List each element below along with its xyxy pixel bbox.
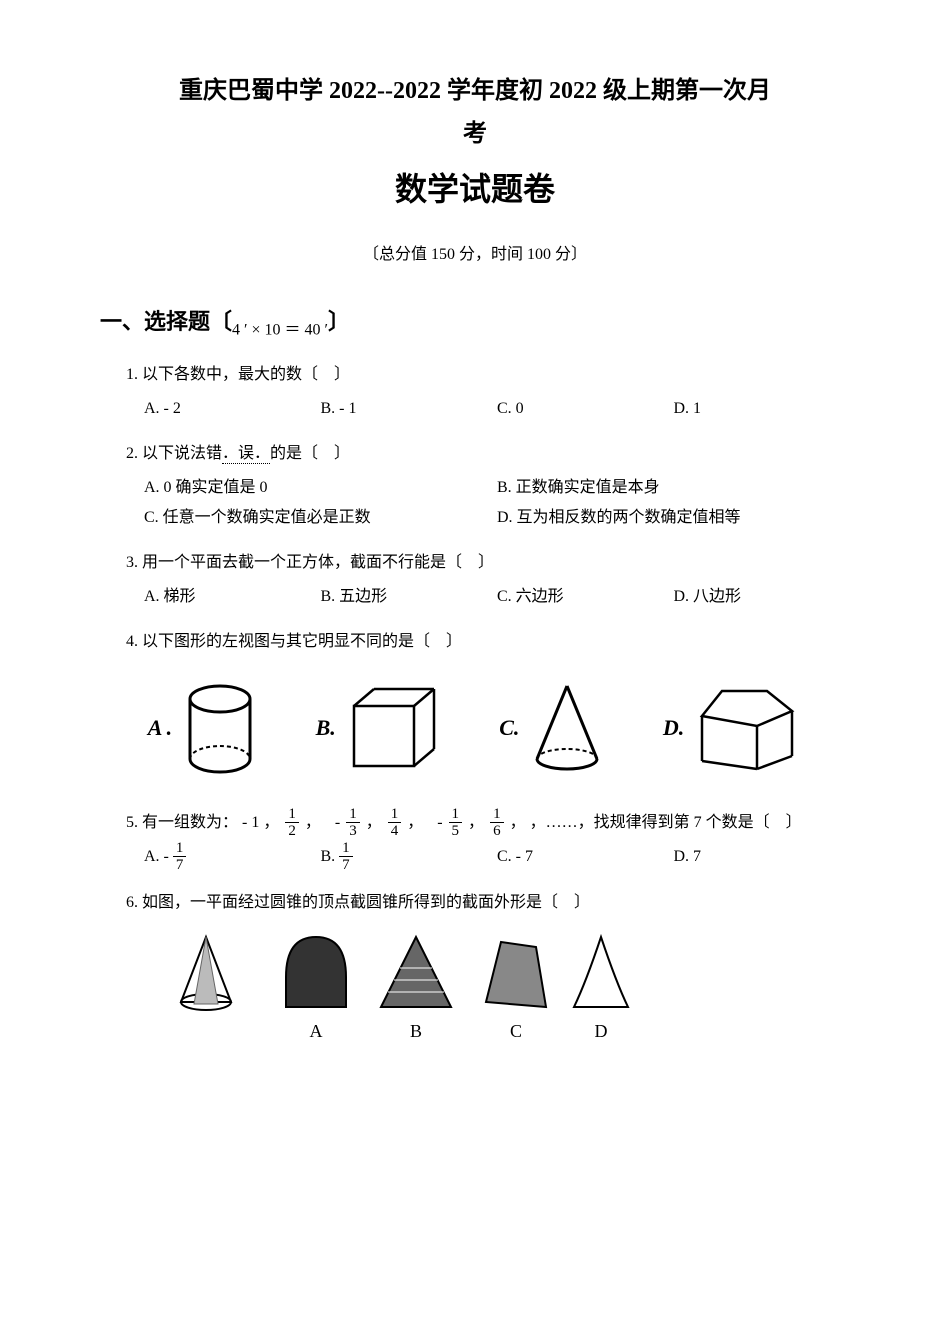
section-label: 一、选择题〔 <box>100 309 232 334</box>
exam-title: 重庆巴蜀中学 2022--2022 学年度初 2022 级上期第一次月 考 <box>100 70 850 156</box>
q3-option-d: D. 八边形 <box>674 582 851 612</box>
question-2: 2. 以下说法错．误．的是〔 〕 A. 0 确实定值是 0 B. 正数确实定值是… <box>100 439 850 534</box>
q2-option-b: B. 正数确实定值是本身 <box>497 473 850 503</box>
fraction-1-5: 15 <box>449 806 463 840</box>
q3-option-a: A. 梯形 <box>144 582 321 612</box>
question-2-options: A. 0 确实定值是 0 B. 正数确实定值是本身 C. 任意一个数确实定值必是… <box>126 473 850 534</box>
fraction-1-6: 16 <box>490 806 504 840</box>
q5-option-d: D. 7 <box>674 842 851 872</box>
q4-figure-d: D. <box>663 681 802 776</box>
prism-icon <box>692 681 802 776</box>
section-formula: 4 ′ × 10 ＝ 40 ′ <box>232 322 328 339</box>
q4-figure-b: B. <box>316 681 444 776</box>
q1-option-b: B. - 1 <box>321 394 498 424</box>
q1-option-d: D. 1 <box>674 394 851 424</box>
section-close: 〕 <box>328 309 350 334</box>
question-3-options: A. 梯形 B. 五边形 C. 六边形 D. 八边形 <box>126 582 850 612</box>
question-4-text: 4. 以下图形的左视图与其它明显不同的是〔 〕 <box>126 627 850 657</box>
section-heading: 一、选择题〔4 ′ × 10 ＝ 40 ′〕 <box>100 304 850 339</box>
exam-subtitle: 数学试题卷 <box>100 164 850 210</box>
question-6-text: 6. 如图，一平面经过圆锥的顶点截圆锥所得到的截面外形是〔 〕 <box>126 888 850 918</box>
question-3: 3. 用一个平面去截一个正方体，截面不行能是〔 〕 A. 梯形 B. 五边形 C… <box>100 548 850 613</box>
q5-option-b: B. 17 <box>321 840 498 874</box>
q4-figure-a: A . <box>148 681 260 776</box>
question-1-text: 1. 以下各数中，最大的数〔 〕 <box>126 360 850 390</box>
q2-option-d: D. 互为相反数的两个数确定值相等 <box>497 503 850 533</box>
question-5-text: 5. 有一组数为： - 1 ， 12 ， - 13 ， 14 ， - 15 ， … <box>126 806 850 840</box>
question-4-figures: A . B. C. D. <box>100 671 850 796</box>
q6-label-c: C <box>510 1021 522 1041</box>
question-1-options: A. - 2 B. - 1 C. 0 D. 1 <box>126 394 850 424</box>
q3-option-c: C. 六边形 <box>497 582 674 612</box>
fraction-1-2: 12 <box>285 806 299 840</box>
cone-icon <box>527 681 607 776</box>
q1-option-a: A. - 2 <box>144 394 321 424</box>
q5-option-a: A. - 17 <box>144 840 321 874</box>
q4-label-d: D. <box>663 715 684 741</box>
q6-label-d: D <box>595 1021 608 1041</box>
q4-label-a: A . <box>148 715 172 741</box>
q1-option-c: C. 0 <box>497 394 674 424</box>
title-line1: 重庆巴蜀中学 2022--2022 学年度初 2022 级上期第一次月 <box>179 78 771 104</box>
q2-option-a: A. 0 确实定值是 0 <box>144 473 497 503</box>
fraction-1-3: 13 <box>346 806 360 840</box>
question-3-text: 3. 用一个平面去截一个正方体，截面不行能是〔 〕 <box>126 548 850 578</box>
exam-info: 〔总分值 150 分，时间 100 分〕 <box>100 240 850 264</box>
q6-label-b: B <box>410 1021 422 1041</box>
q5-option-c: C. - 7 <box>497 842 674 872</box>
question-4: 4. 以下图形的左视图与其它明显不同的是〔 〕 <box>100 627 850 657</box>
title-line2: 考 <box>463 121 487 147</box>
cylinder-icon <box>180 681 260 776</box>
q4-figure-c: C. <box>499 681 607 776</box>
question-6: 6. 如图，一平面经过圆锥的顶点截圆锥所得到的截面外形是〔 〕 A B <box>100 888 850 1066</box>
q6-label-a: A <box>310 1021 323 1041</box>
q4-label-c: C. <box>499 715 519 741</box>
question-2-text: 2. 以下说法错．误．的是〔 〕 <box>126 439 850 469</box>
question-6-figure: A B C D <box>126 924 850 1065</box>
question-1: 1. 以下各数中，最大的数〔 〕 A. - 2 B. - 1 C. 0 D. 1 <box>100 360 850 425</box>
cone-sections-icon: A B C D <box>166 924 646 1054</box>
cube-icon <box>344 681 444 776</box>
q3-option-b: B. 五边形 <box>321 582 498 612</box>
question-5-options: A. - 17 B. 17 C. - 7 D. 7 <box>126 840 850 874</box>
q2-option-c: C. 任意一个数确实定值必是正数 <box>144 503 497 533</box>
fraction-1-4: 14 <box>388 806 402 840</box>
q4-label-b: B. <box>316 715 336 741</box>
question-5: 5. 有一组数为： - 1 ， 12 ， - 13 ， 14 ， - 15 ， … <box>100 806 850 874</box>
